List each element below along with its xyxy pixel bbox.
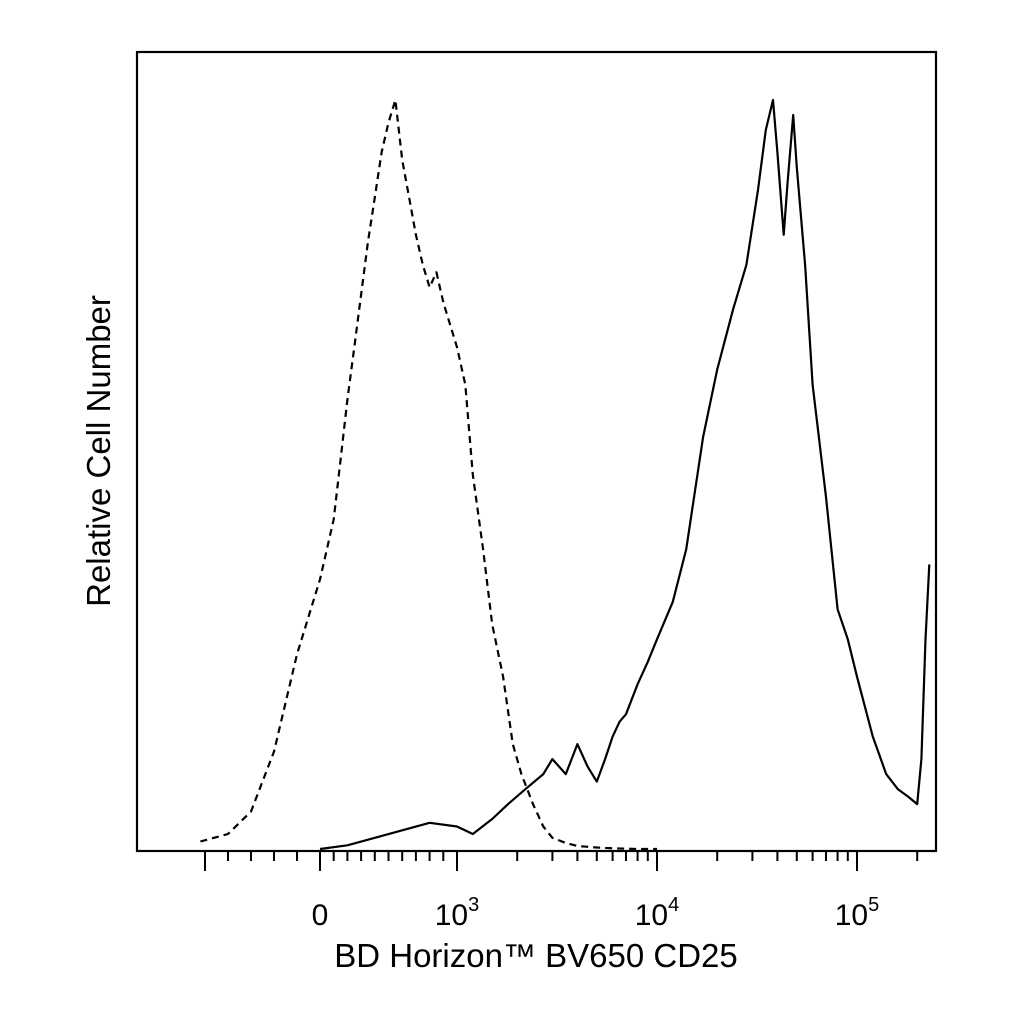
x-tick-label: 104 (635, 894, 680, 932)
series-layer (200, 98, 931, 851)
x-tick-label: 0 (312, 899, 329, 932)
x-axis-tick-labels: 0 103 104 105 (312, 894, 880, 932)
y-axis-label: Relative Cell Number (80, 295, 117, 607)
series-line-2 (319, 98, 931, 851)
x-axis-label: BD Horizon™ BV650 CD25 (334, 937, 738, 974)
series-line-1 (200, 98, 657, 851)
x-axis-ticks (204, 851, 919, 871)
plot-frame (135, 50, 938, 853)
x-tick-label: 103 (435, 894, 480, 932)
x-tick-label: 105 (835, 894, 880, 932)
